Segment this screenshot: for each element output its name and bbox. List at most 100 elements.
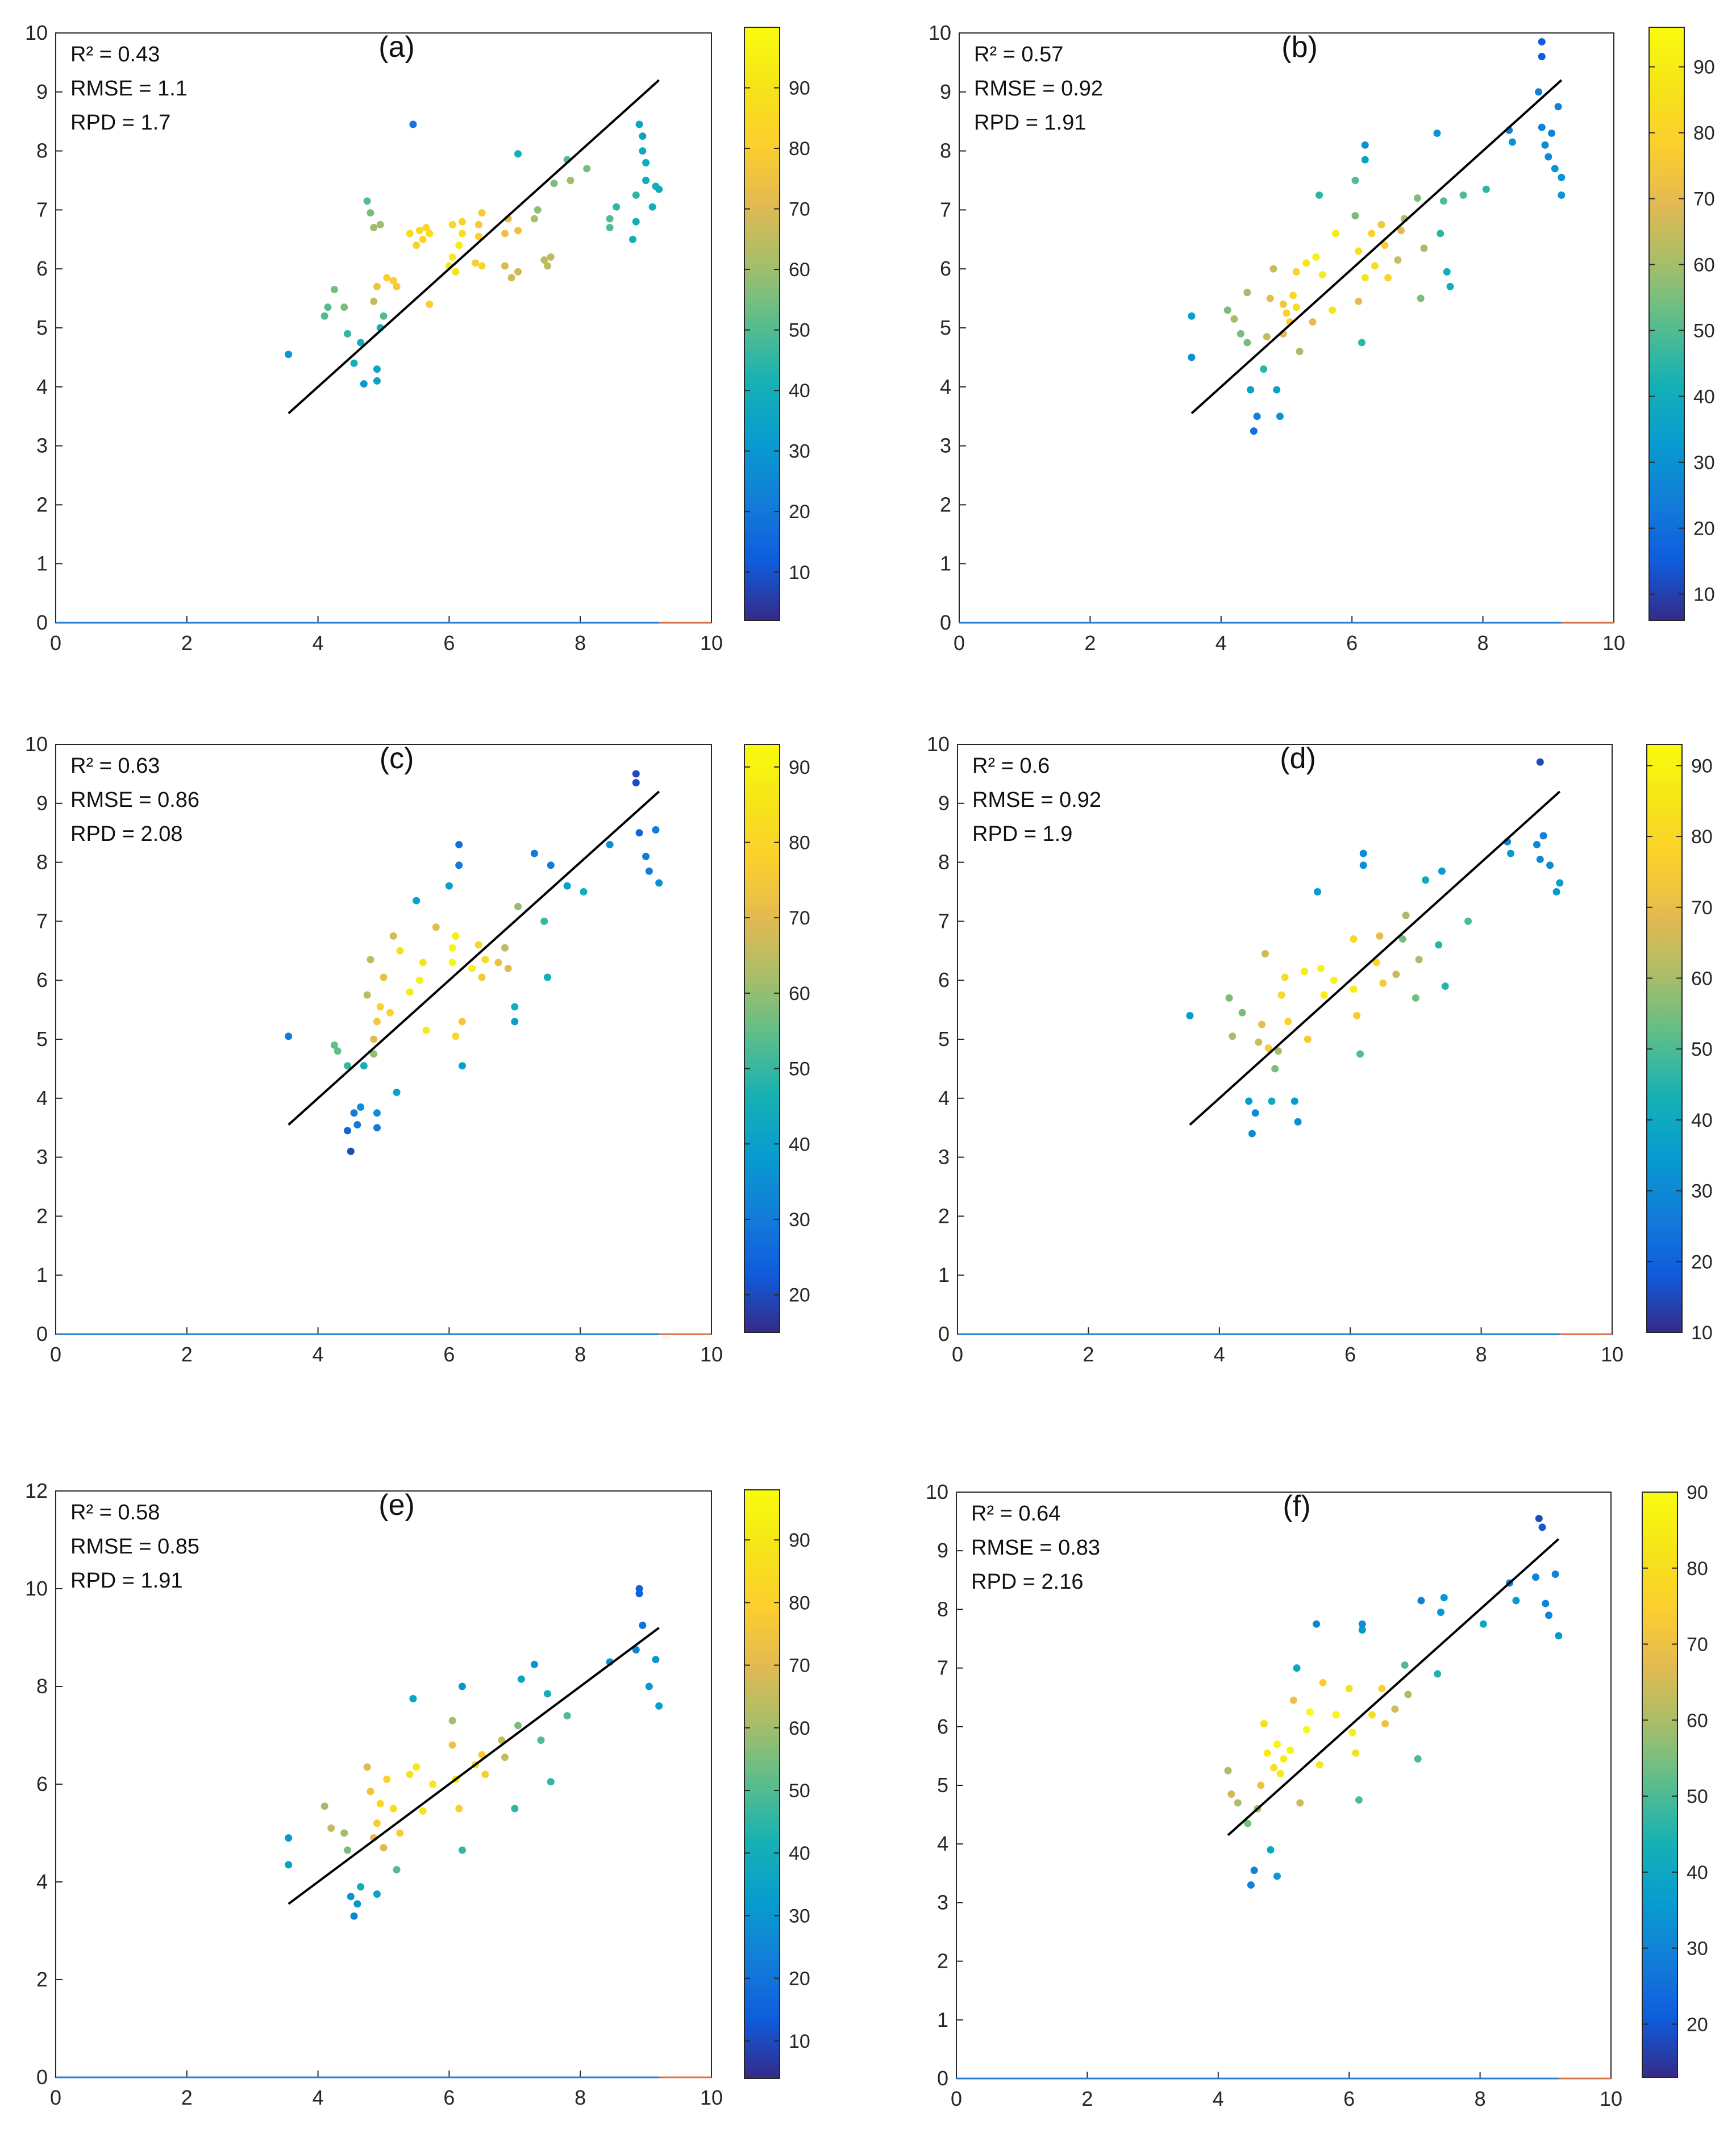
- colorbar: 10 20 30 40 50 60 70 80 90: [1646, 744, 1713, 1344]
- y-tick-label: 2: [938, 1204, 950, 1227]
- data-point: [357, 1883, 365, 1891]
- data-point: [1234, 1799, 1242, 1807]
- data-point: [445, 882, 453, 890]
- data-point: [580, 888, 588, 895]
- data-point: [632, 1646, 640, 1653]
- data-point: [1244, 1819, 1252, 1827]
- colorbar-tick-label: 90: [1691, 755, 1713, 777]
- data-point: [386, 1009, 394, 1017]
- data-point: [1296, 348, 1304, 356]
- data-point: [1273, 1872, 1281, 1880]
- colorbar: 20 30 40 50 60 70 80 90: [1642, 1482, 1708, 2078]
- data-point: [370, 224, 378, 232]
- data-point: [1439, 197, 1447, 205]
- stat-text: RMSE = 0.86: [70, 788, 199, 812]
- data-point: [635, 1590, 643, 1598]
- data-point: [1384, 274, 1392, 282]
- data-point: [635, 829, 643, 837]
- data-point: [474, 220, 482, 228]
- y-tick-label: 3: [36, 1146, 48, 1169]
- data-point: [1412, 994, 1419, 1002]
- data-point: [1263, 333, 1271, 341]
- data-point: [1292, 268, 1300, 276]
- data-point: [1506, 849, 1514, 857]
- stat-text: RPD = 2.16: [971, 1570, 1084, 1594]
- data-point: [363, 1763, 371, 1771]
- y-tick-label: 9: [36, 80, 48, 103]
- y-tick-label: 10: [25, 21, 48, 44]
- stat-text: RPD = 2.08: [70, 822, 183, 846]
- colorbar-tick-label: 10: [1693, 584, 1715, 606]
- data-point: [1355, 1796, 1363, 1804]
- data-point: [1279, 300, 1287, 308]
- data-point: [1358, 1620, 1366, 1628]
- y-tick-label: 3: [937, 1890, 948, 1914]
- data-point: [504, 964, 512, 972]
- x-tick-label: 6: [443, 2086, 455, 2109]
- data-point: [1546, 861, 1554, 869]
- colorbar-tick-label: 90: [1687, 1482, 1708, 1503]
- y-tick-label: 3: [938, 1146, 950, 1169]
- data-point: [1538, 53, 1546, 61]
- data-point: [1545, 153, 1552, 161]
- y-tick-label: 4: [938, 1086, 950, 1110]
- y-tick-label: 0: [937, 2067, 948, 2090]
- data-point: [1188, 312, 1196, 320]
- data-point: [613, 203, 621, 211]
- data-point: [320, 312, 328, 320]
- data-point: [1229, 1032, 1237, 1040]
- panel-label: (c): [380, 742, 414, 775]
- data-point: [1415, 956, 1423, 964]
- data-point: [1317, 964, 1325, 972]
- data-point: [1459, 191, 1467, 199]
- data-point: [409, 120, 417, 128]
- data-point: [373, 377, 381, 385]
- data-point: [350, 1912, 358, 1920]
- data-point: [383, 274, 391, 282]
- data-point: [478, 973, 486, 981]
- data-point: [1345, 1685, 1353, 1693]
- data-point: [478, 1751, 486, 1759]
- x-tick-label: 10: [1602, 631, 1625, 655]
- data-point: [344, 1127, 352, 1135]
- colorbar-tick-label: 70: [1693, 189, 1715, 210]
- data-point: [501, 1753, 509, 1761]
- colorbar-tick-label: 70: [1687, 1634, 1708, 1656]
- data-point: [1250, 427, 1258, 435]
- y-tick-label: 4: [36, 1086, 48, 1110]
- data-point: [1422, 876, 1430, 884]
- data-point: [507, 274, 515, 282]
- data-point: [606, 840, 614, 848]
- y-tick-label: 4: [937, 1832, 948, 1855]
- data-point: [1315, 191, 1323, 199]
- data-point: [537, 1736, 545, 1744]
- data-point: [1361, 156, 1369, 164]
- data-point: [639, 147, 647, 155]
- y-tick-label: 4: [36, 1870, 48, 1893]
- data-point: [481, 1771, 489, 1778]
- data-point: [652, 1656, 660, 1664]
- colorbar-tick-label: 30: [1687, 1938, 1708, 1960]
- data-point: [376, 1800, 384, 1807]
- data-point: [514, 902, 522, 910]
- panel-c: 0 2 4 6 8 10 0 1 2 3 4 5 6 7 8 9 10 (c) R² = 0.63 RMSE = 0.…: [25, 732, 810, 1366]
- fit-line: [288, 790, 660, 1126]
- data-point: [1223, 306, 1231, 314]
- data-point: [426, 300, 434, 308]
- data-point: [448, 944, 456, 952]
- data-point: [1230, 315, 1238, 323]
- colorbar-tick-label: 30: [1691, 1181, 1713, 1202]
- y-tick-label: 10: [927, 732, 950, 756]
- data-point: [357, 339, 365, 347]
- x-tick-label: 10: [700, 2086, 723, 2109]
- data-point: [1350, 935, 1358, 943]
- colorbar-tick-label: 20: [1693, 518, 1715, 540]
- data-point: [347, 1893, 355, 1901]
- panel-label: (d): [1280, 742, 1316, 775]
- y-tick-label: 1: [940, 552, 951, 575]
- data-point: [1320, 991, 1328, 999]
- data-point: [393, 1866, 401, 1873]
- data-point: [501, 262, 509, 270]
- data-point: [530, 849, 538, 857]
- x-tick-label: 0: [50, 631, 61, 655]
